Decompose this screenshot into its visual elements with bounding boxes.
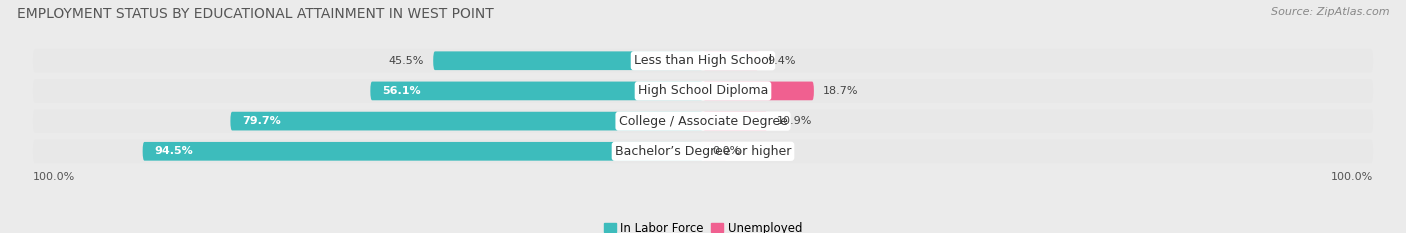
FancyBboxPatch shape <box>703 51 759 70</box>
Text: Less than High School: Less than High School <box>634 54 772 67</box>
Text: EMPLOYMENT STATUS BY EDUCATIONAL ATTAINMENT IN WEST POINT: EMPLOYMENT STATUS BY EDUCATIONAL ATTAINM… <box>17 7 494 21</box>
Legend: In Labor Force, Unemployed: In Labor Force, Unemployed <box>599 217 807 233</box>
FancyBboxPatch shape <box>370 82 703 100</box>
Text: Source: ZipAtlas.com: Source: ZipAtlas.com <box>1271 7 1389 17</box>
Text: 100.0%: 100.0% <box>1331 172 1374 182</box>
FancyBboxPatch shape <box>703 142 727 161</box>
Text: College / Associate Degree: College / Associate Degree <box>619 115 787 128</box>
FancyBboxPatch shape <box>433 51 703 70</box>
FancyBboxPatch shape <box>703 82 814 100</box>
Text: 10.9%: 10.9% <box>776 116 811 126</box>
FancyBboxPatch shape <box>32 49 1374 72</box>
FancyBboxPatch shape <box>32 140 1374 163</box>
Text: 94.5%: 94.5% <box>155 146 193 156</box>
Text: 45.5%: 45.5% <box>389 56 425 66</box>
Text: 0.0%: 0.0% <box>711 146 740 156</box>
Text: 79.7%: 79.7% <box>242 116 281 126</box>
Text: 18.7%: 18.7% <box>823 86 858 96</box>
FancyBboxPatch shape <box>32 79 1374 103</box>
Text: 9.4%: 9.4% <box>768 56 796 66</box>
FancyBboxPatch shape <box>142 142 703 161</box>
Text: 100.0%: 100.0% <box>32 172 75 182</box>
Text: Bachelor’s Degree or higher: Bachelor’s Degree or higher <box>614 145 792 158</box>
FancyBboxPatch shape <box>231 112 703 130</box>
Text: 56.1%: 56.1% <box>382 86 420 96</box>
Text: High School Diploma: High School Diploma <box>638 84 768 97</box>
FancyBboxPatch shape <box>703 112 768 130</box>
FancyBboxPatch shape <box>32 109 1374 133</box>
